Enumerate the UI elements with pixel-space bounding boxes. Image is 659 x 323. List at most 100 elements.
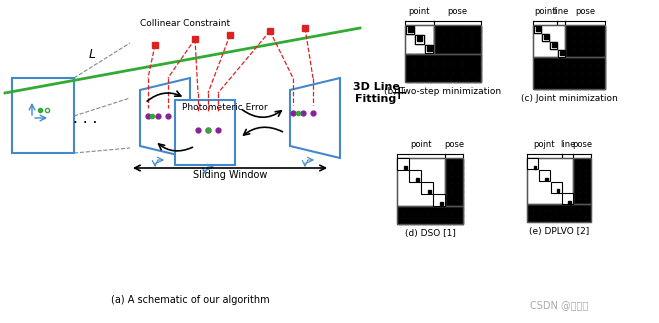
Bar (533, 25, 565, 57)
Bar (557, 189, 559, 192)
Bar (405, 54, 481, 82)
Bar (574, 193, 579, 198)
Bar (434, 64, 442, 72)
Bar (405, 26, 414, 34)
Bar (542, 81, 548, 89)
Bar (444, 64, 452, 72)
Bar (422, 206, 426, 212)
Bar (444, 35, 452, 44)
Bar (574, 170, 579, 175)
Bar (451, 171, 457, 175)
Bar (405, 54, 414, 62)
Bar (409, 206, 415, 212)
Bar (590, 26, 596, 33)
Text: (a) A schematic of our algorithm: (a) A schematic of our algorithm (111, 295, 270, 305)
Bar (590, 81, 596, 89)
Bar (580, 211, 585, 215)
Bar (444, 26, 452, 34)
Bar (463, 35, 471, 44)
Bar (472, 54, 480, 62)
Bar (397, 158, 409, 170)
Bar (565, 57, 573, 65)
Bar (533, 25, 605, 89)
Bar (574, 211, 579, 215)
Text: (d) DSO [1]: (d) DSO [1] (405, 229, 455, 238)
Bar (580, 193, 585, 198)
Text: (b) Two-step minimization: (b) Two-step minimization (384, 87, 501, 96)
Bar (434, 213, 438, 217)
Bar (565, 25, 605, 57)
Bar (569, 201, 571, 203)
Bar (590, 57, 596, 65)
Bar (574, 182, 579, 186)
Bar (585, 193, 590, 198)
Bar (472, 45, 480, 53)
Bar (397, 206, 403, 212)
Bar (590, 66, 596, 72)
Bar (472, 73, 480, 81)
Bar (445, 206, 451, 212)
Bar (550, 66, 556, 72)
Bar (424, 54, 433, 62)
Bar (545, 216, 550, 221)
Bar (445, 176, 451, 182)
Bar (527, 158, 538, 169)
Bar (558, 49, 565, 57)
Bar (534, 26, 540, 33)
Bar (527, 158, 573, 204)
Bar (397, 158, 463, 224)
Text: Photometeric Error: Photometeric Error (182, 103, 268, 112)
Bar (565, 41, 573, 48)
Bar (580, 159, 585, 163)
Bar (542, 57, 548, 65)
Bar (534, 81, 540, 89)
Polygon shape (290, 78, 340, 158)
Bar (580, 199, 585, 204)
Bar (453, 54, 461, 62)
Bar (415, 35, 424, 44)
Bar (585, 205, 590, 210)
Bar (445, 164, 451, 170)
Bar (550, 57, 556, 65)
Bar (559, 50, 563, 55)
Bar (415, 73, 424, 81)
Bar (527, 211, 532, 215)
Bar (457, 206, 463, 212)
Bar (403, 218, 409, 224)
Bar (451, 176, 457, 182)
Bar (463, 54, 471, 62)
Bar (550, 41, 556, 48)
Text: point: point (534, 7, 556, 16)
Text: line: line (554, 7, 569, 16)
Bar (568, 216, 573, 221)
Bar (573, 26, 581, 33)
Bar (451, 194, 457, 200)
Text: . . .: . . . (72, 110, 97, 126)
Bar (434, 194, 445, 206)
Bar (457, 201, 463, 205)
Bar (415, 35, 424, 44)
Bar (434, 54, 442, 62)
Bar (581, 41, 588, 48)
Bar (573, 158, 591, 204)
Text: (c) Joint minimization: (c) Joint minimization (521, 94, 617, 103)
Bar (574, 176, 579, 181)
Bar (551, 205, 556, 210)
Bar (415, 64, 424, 72)
Bar (580, 216, 585, 221)
Bar (427, 46, 432, 51)
Text: pose: pose (444, 140, 464, 149)
Bar (434, 26, 442, 34)
Bar (434, 206, 438, 212)
Bar (585, 211, 590, 215)
Bar (463, 73, 471, 81)
Bar (422, 213, 426, 217)
Bar (562, 216, 567, 221)
Bar (533, 205, 538, 210)
Bar (585, 164, 590, 169)
Bar (598, 81, 604, 89)
Bar (568, 205, 573, 210)
Bar (574, 216, 579, 221)
Bar (558, 57, 565, 65)
Bar (405, 25, 434, 54)
